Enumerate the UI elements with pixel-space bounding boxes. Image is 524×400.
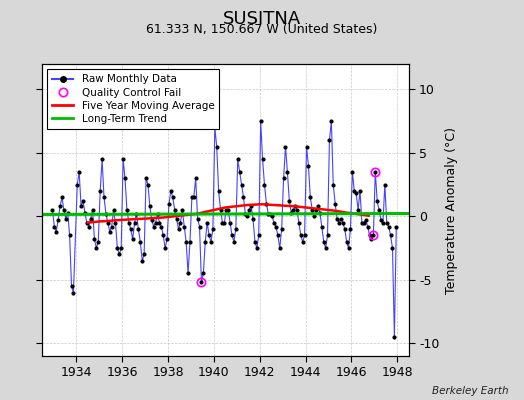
Text: SUSITNA: SUSITNA: [223, 10, 301, 28]
Text: Berkeley Earth: Berkeley Earth: [432, 386, 508, 396]
Text: 61.333 N, 150.667 W (United States): 61.333 N, 150.667 W (United States): [146, 23, 378, 36]
Legend: Raw Monthly Data, Quality Control Fail, Five Year Moving Average, Long-Term Tren: Raw Monthly Data, Quality Control Fail, …: [47, 69, 220, 129]
Y-axis label: Temperature Anomaly (°C): Temperature Anomaly (°C): [445, 126, 458, 294]
